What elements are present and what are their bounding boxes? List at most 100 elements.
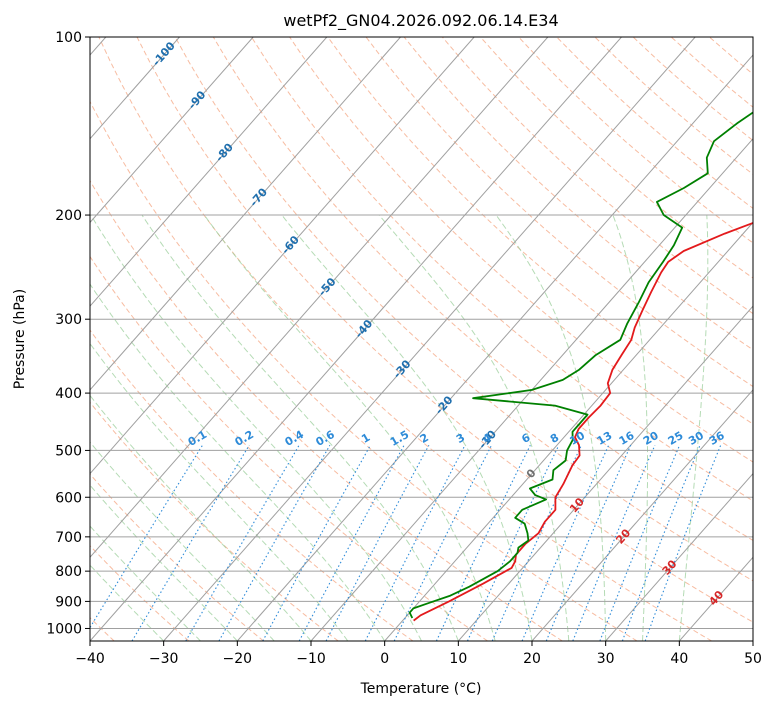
isotherm-line <box>678 556 753 641</box>
isotherm-line <box>90 37 401 391</box>
isotherm-line <box>752 640 753 641</box>
data-lines <box>408 111 753 622</box>
mixing-ratio-line <box>364 444 466 641</box>
dry-adiabat <box>327 37 753 425</box>
x-tick-label: 20 <box>523 651 541 667</box>
mixing-ratio-line <box>545 444 632 641</box>
isotherm-line <box>163 37 696 641</box>
y-axis-ticks: 100 200 300 400 500 600 700 800 900 1000 <box>46 30 90 637</box>
dry-adiabat <box>709 37 753 75</box>
mixing-ratio-label: 13 <box>595 429 615 448</box>
mixing-ratio-line <box>298 444 405 641</box>
moist-adiabat <box>90 394 312 641</box>
isotherm-line <box>90 37 254 224</box>
y-tick-label: 300 <box>55 312 82 328</box>
moist-adiabat <box>678 214 709 641</box>
dry-adiabat <box>441 37 753 315</box>
x-tick-label: 30 <box>597 651 615 667</box>
isotherm-line <box>90 37 328 307</box>
mixing-ratio-label: 8 <box>548 431 561 446</box>
mixing-ratio-line <box>644 444 722 641</box>
x-tick-label: −30 <box>149 651 179 667</box>
isotherm-line <box>310 137 753 641</box>
dry-adiabat <box>632 37 753 142</box>
dry-adiabat <box>90 100 638 641</box>
dry-adiabat <box>251 37 753 502</box>
mixing-ratio-label: 30 <box>686 429 706 448</box>
dry-adiabat <box>403 37 753 351</box>
mixing-ratio-label: 3 <box>454 431 467 446</box>
dewpoint-line <box>408 111 753 619</box>
dry-adiabat <box>90 255 488 641</box>
mixing-ratio-line <box>599 444 681 641</box>
isotherm-line <box>90 37 549 559</box>
x-tick-label: −10 <box>296 651 326 667</box>
isotherm-line <box>605 472 753 641</box>
mixing-ratio-line <box>325 444 430 641</box>
isotherm-line <box>457 305 753 641</box>
dry-adiabat <box>90 329 414 641</box>
mixing-ratio-label: 25 <box>666 429 686 448</box>
dry-adiabat <box>556 37 753 209</box>
dry-adiabat <box>90 544 190 641</box>
dry-adiabat <box>98 37 712 641</box>
mixing-ratio-line <box>521 444 610 641</box>
plot-frame <box>89 36 754 642</box>
background-lines <box>90 37 753 641</box>
mixing-ratio-label: 1.5 <box>388 428 411 449</box>
mixing-ratio-label: 0.1 <box>186 428 209 449</box>
moist-adiabat <box>495 214 607 641</box>
moist-adiabat <box>90 342 349 641</box>
isotherm-line <box>384 221 753 641</box>
y-tick-label: 500 <box>55 443 82 459</box>
y-tick-label: 1000 <box>46 621 82 637</box>
mixing-ratio-line <box>393 444 492 641</box>
mixing-ratio-label: 1 <box>359 431 372 446</box>
y-tick-label: 600 <box>55 490 82 506</box>
mixing-ratio-line <box>185 444 300 641</box>
isotherm-line <box>90 37 180 140</box>
dry-adiabat <box>136 37 753 623</box>
x-tick-label: 0 <box>380 651 389 667</box>
mixing-ratio-label: 0.2 <box>233 428 256 449</box>
y-tick-label: 900 <box>55 594 82 610</box>
mixing-ratio-line <box>621 444 701 641</box>
temperature-line <box>413 222 753 622</box>
mixing-ratio-label: 0.4 <box>283 428 307 449</box>
y-axis-label: Pressure (hPa) <box>12 289 28 389</box>
mixing-ratio-line <box>572 444 656 641</box>
x-tick-label: −20 <box>223 651 253 667</box>
mixing-ratio-line <box>90 444 203 629</box>
x-tick-label: 50 <box>744 651 762 667</box>
mixing-ratio-line <box>218 444 331 641</box>
mixing-ratio-label: 16 <box>617 429 637 448</box>
dry-adiabat <box>90 401 339 641</box>
moist-adiabat <box>90 283 386 641</box>
moist-adiabat <box>90 214 422 641</box>
y-tick-label: 700 <box>55 530 82 546</box>
dry-adiabat <box>90 473 264 641</box>
moist-adiabat <box>612 214 648 641</box>
mixing-ratio-line <box>262 444 371 641</box>
mixing-ratio-line <box>131 444 250 641</box>
dry-adiabat <box>289 37 753 463</box>
mixing-ratio-label: 0.6 <box>313 428 337 449</box>
mixing-ratio-label: 2 <box>418 431 431 446</box>
moist-adiabat <box>281 214 533 641</box>
x-tick-label: −40 <box>75 651 105 667</box>
isotherm-line <box>236 54 753 641</box>
y-tick-label: 800 <box>55 564 82 580</box>
dry-adiabat <box>670 37 753 108</box>
isotherm-line <box>531 389 753 641</box>
x-axis-ticks: −40 −30 −20 −10 0 10 20 30 40 50 <box>75 641 762 667</box>
dry-adiabat <box>174 37 753 582</box>
chart-title: wetPf2_GN04.2026.092.06.14.E34 <box>283 11 558 31</box>
moist-adiabat <box>90 484 238 641</box>
dry-adiabat <box>365 37 753 388</box>
dry-adiabat <box>90 179 563 641</box>
moist-adiabat <box>90 441 275 641</box>
x-axis-label: Temperature (°C) <box>360 681 482 697</box>
isotherm-line <box>90 37 475 475</box>
mixing-ratio-label: 20 <box>641 429 661 448</box>
